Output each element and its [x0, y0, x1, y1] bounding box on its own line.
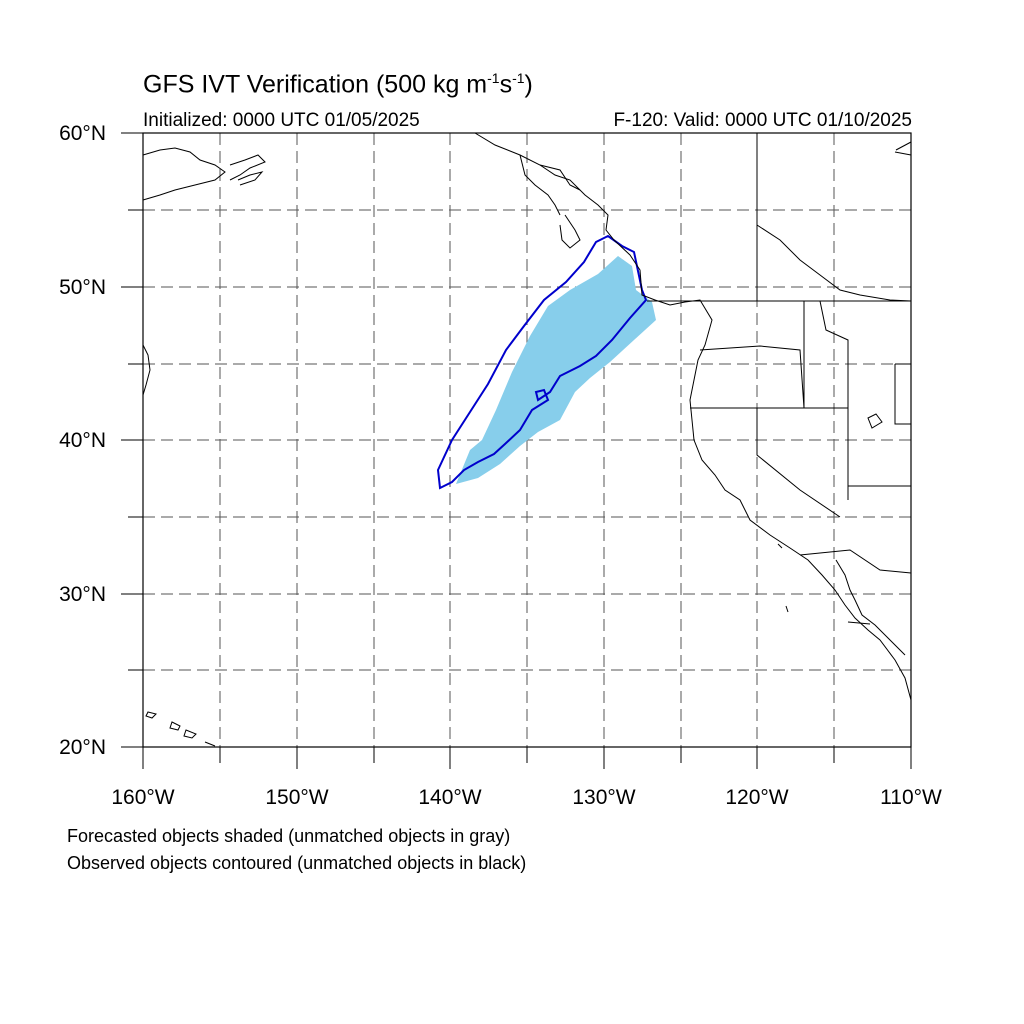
lon-label-160w: 160°W — [111, 786, 175, 809]
lat-label-60: 60°N — [59, 122, 106, 145]
lon-label-110w: 110°W — [880, 786, 942, 809]
lat-label-50: 50°N — [59, 276, 106, 299]
axis-ticks — [121, 132, 912, 769]
lat-label-20: 20°N — [59, 736, 106, 759]
lon-label-150w: 150°W — [265, 786, 329, 809]
coastlines — [142, 132, 912, 747]
observed-ivt-contour — [436, 234, 648, 490]
lon-label-130w: 130°W — [572, 786, 636, 809]
political-borders — [647, 133, 912, 625]
forecast-ivt-object — [456, 256, 656, 484]
initialized-time: Initialized: 0000 UTC 01/05/2025 — [143, 110, 420, 131]
lon-label-120w: 120°W — [725, 786, 789, 809]
lon-label-140w: 140°W — [418, 786, 482, 809]
lat-label-30: 30°N — [59, 583, 106, 606]
observed-legend-note: Observed objects contoured (unmatched ob… — [67, 853, 527, 873]
lat-label-40: 40°N — [59, 429, 106, 452]
valid-time: F-120: Valid: 0000 UTC 01/10/2025 — [613, 110, 912, 131]
lat-lon-grid — [143, 133, 911, 747]
plot-title: GFS IVT Verification (500 kg m-1s-1) — [143, 70, 533, 99]
forecast-legend-note: Forecasted objects shaded (unmatched obj… — [67, 826, 511, 846]
